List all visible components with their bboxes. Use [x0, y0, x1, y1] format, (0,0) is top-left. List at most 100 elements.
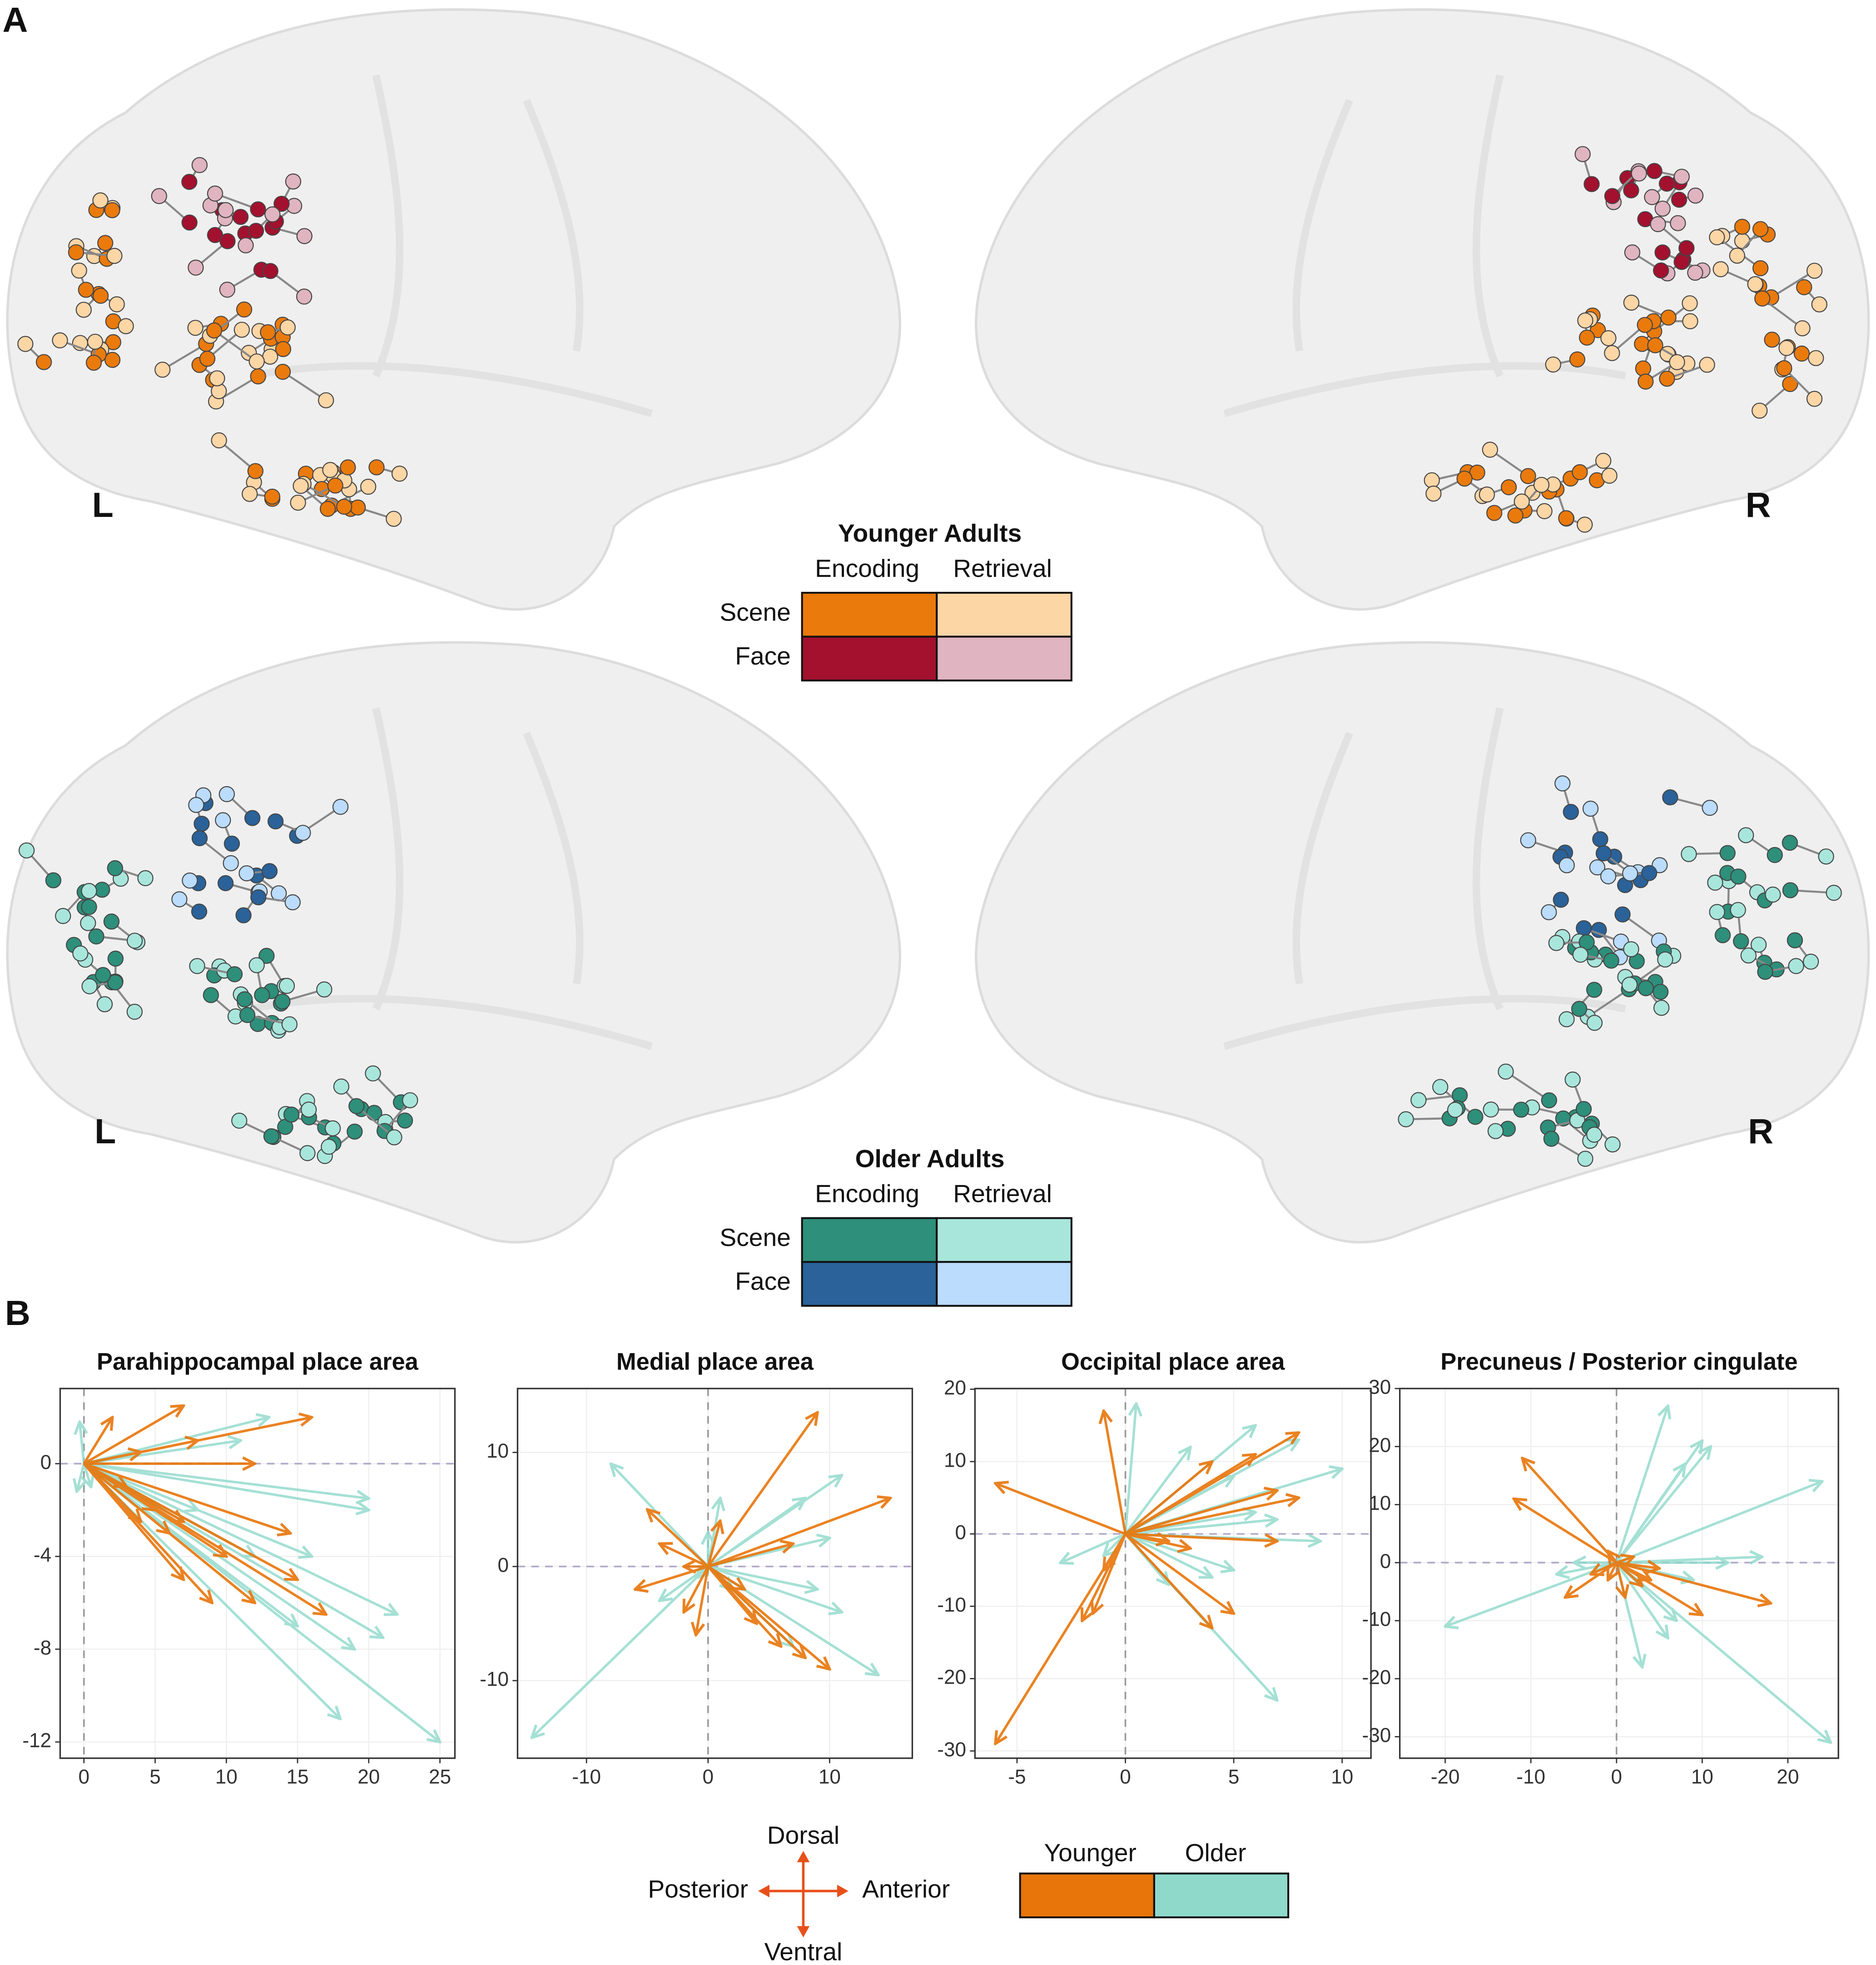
electrode [1513, 1102, 1529, 1118]
electrode [1802, 953, 1819, 970]
x-tick-label: -5 [1008, 1766, 1026, 1788]
electrode [1646, 163, 1663, 179]
electrode [1456, 471, 1473, 487]
electrode [118, 318, 134, 334]
electrode [1678, 240, 1695, 256]
electrode [88, 928, 104, 945]
electrode [1654, 200, 1671, 217]
electrode [211, 432, 227, 449]
electrode [1548, 935, 1564, 951]
electrode [80, 915, 96, 931]
brain-sulcus [1223, 74, 1626, 417]
vector-arrow [1616, 1561, 1771, 1603]
electrode [236, 301, 253, 318]
y-tick-label: 20 [1369, 1434, 1391, 1456]
electrode [1635, 360, 1652, 377]
direction-label: Posterior [648, 1875, 748, 1903]
electrode [1826, 884, 1842, 901]
y-tick-label: 0 [1380, 1550, 1391, 1573]
electrode [1600, 330, 1617, 347]
electrode [1788, 958, 1804, 974]
vector-arrow [1591, 1561, 1617, 1574]
electrode [1776, 360, 1792, 377]
vector-arrow [1125, 1498, 1299, 1535]
electrode [244, 810, 261, 826]
vector-arrow [1124, 1533, 1212, 1628]
direction-head [797, 1851, 810, 1862]
electrode [1707, 874, 1723, 891]
plot-frame [59, 1388, 456, 1759]
electrode [1577, 516, 1593, 533]
electrode [299, 1145, 316, 1161]
legend-swatch [801, 1217, 938, 1263]
electrode [273, 195, 290, 212]
electrode [1752, 402, 1768, 419]
arrow-series [83, 1406, 326, 1615]
electrode [1682, 295, 1698, 312]
direction-label: Anterior [862, 1875, 950, 1903]
vector-arrow [660, 1543, 709, 1568]
electrode [1637, 317, 1653, 333]
electrode [236, 991, 253, 1007]
connector [162, 343, 207, 371]
y-tick-label: -4 [34, 1544, 51, 1566]
electrode [81, 899, 97, 915]
electrode [1818, 848, 1834, 865]
electrode [1702, 799, 1718, 816]
vector-arrow [708, 1543, 793, 1568]
electrode [1563, 804, 1579, 820]
electrode [17, 336, 34, 352]
electrode [1671, 192, 1687, 208]
x-tick-label: 10 [819, 1766, 841, 1788]
vector-arrow [1093, 1533, 1127, 1613]
electrode [264, 488, 281, 505]
electrode [1729, 248, 1745, 264]
electrode [1600, 868, 1617, 884]
electrode [1601, 467, 1618, 484]
vector-arrow [84, 1417, 269, 1465]
legend-column: Encoding [815, 1180, 919, 1208]
electrode [1621, 977, 1638, 993]
electrode [107, 950, 124, 967]
electrode [1806, 263, 1823, 279]
electrode [1709, 229, 1725, 246]
electrode [1592, 831, 1608, 848]
electrode [1447, 1102, 1464, 1118]
legend-swatch [1019, 1872, 1155, 1919]
vector-arrow [84, 1452, 141, 1465]
vector-arrow [84, 1463, 91, 1487]
electrode [238, 237, 254, 253]
electrode [1644, 189, 1660, 205]
electrode [1545, 356, 1561, 373]
vector-arrow [83, 1417, 113, 1464]
vector-arrow [1615, 1406, 1668, 1563]
connector [1771, 270, 1815, 298]
x-tick-label: 0 [1611, 1766, 1623, 1788]
electrode [171, 891, 188, 908]
brain-surface [975, 641, 1870, 1244]
electrode [199, 351, 216, 367]
electrode [1482, 442, 1499, 458]
electrode [194, 815, 210, 832]
electrode [1604, 1136, 1621, 1153]
hemisphere-label: R [1748, 1112, 1773, 1151]
subplot-title: Occipital place area [1061, 1349, 1285, 1375]
plot-frame [516, 1388, 913, 1759]
electrode [296, 288, 313, 305]
electrode [300, 1102, 317, 1118]
electrode [1575, 1101, 1592, 1117]
electrode [274, 993, 291, 1010]
electrode [219, 282, 235, 298]
electrode [1432, 1079, 1449, 1095]
legend-row: Scene [720, 598, 790, 626]
electrode [250, 368, 266, 385]
hemisphere-label: L [94, 1112, 116, 1151]
electrode [126, 933, 143, 949]
arrow-series [1514, 1458, 1771, 1615]
electrode [1794, 320, 1811, 337]
legend-column: Retrieval [953, 1180, 1052, 1208]
electrode [1734, 218, 1751, 235]
electrode [1811, 296, 1827, 313]
electrode [1586, 1126, 1603, 1143]
electrode [181, 214, 198, 231]
